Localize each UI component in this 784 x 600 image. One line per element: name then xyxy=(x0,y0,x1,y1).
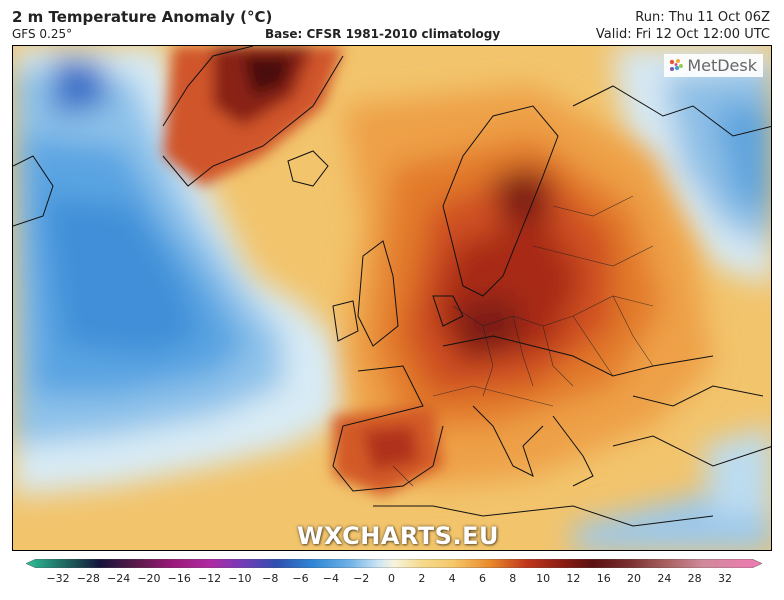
legend-tick-label: 10 xyxy=(536,572,551,585)
climatology-base-label: Base: CFSR 1981-2010 climatology xyxy=(265,27,501,41)
legend-tick-labels: −32 −28 −24 −20 −16 −12 −10 −8 −6 −4 −2 0 2 4 6 8 10 12 16… xyxy=(0,572,784,590)
legend-tick-label: 12 xyxy=(566,572,581,585)
legend-tick-label: −10 xyxy=(228,572,252,585)
legend-tick-label: 28 xyxy=(687,572,702,585)
legend-tick-label: 20 xyxy=(627,572,642,585)
legend-tick-label: −32 xyxy=(46,572,70,585)
legend-tick-label: 8 xyxy=(509,572,517,585)
metdesk-logo-icon xyxy=(670,58,684,71)
greenland-warm-anomaly xyxy=(163,46,343,186)
legend-tick-label: 4 xyxy=(448,572,456,585)
chart-title: 2 m Temperature Anomaly (°C) xyxy=(12,8,273,26)
european-warm-anomaly xyxy=(343,86,713,486)
legend-tick-label: −12 xyxy=(197,572,222,585)
legend-tick-label: −16 xyxy=(167,572,191,585)
legend-tick-label: 32 xyxy=(718,572,732,585)
eastern-cool-anomaly xyxy=(573,46,771,550)
metdesk-logo-text: MetDesk xyxy=(687,56,757,75)
legend-tick-label: 16 xyxy=(596,572,611,585)
legend-tick-label: −2 xyxy=(353,572,370,585)
legend-tick-label: −6 xyxy=(292,572,309,585)
wxcharts-watermark: WXCHARTS.EU xyxy=(297,522,499,550)
legend-tick-label: −4 xyxy=(322,572,339,585)
legend-tick-label: 6 xyxy=(478,572,486,585)
coastlines xyxy=(13,46,771,527)
legend-tick-label: −28 xyxy=(76,572,100,585)
legend-tick-label: −24 xyxy=(107,572,131,585)
legend-tick-label: 24 xyxy=(657,572,672,585)
metdesk-logo: MetDesk xyxy=(664,54,763,77)
legend-tick-label: −20 xyxy=(137,572,161,585)
temperature-anomaly-map: MetDesk WXCHARTS.EU xyxy=(12,45,772,551)
valid-time-label: Valid: Fri 12 Oct 12:00 UTC xyxy=(595,27,770,42)
iberia-warm-anomaly xyxy=(333,406,443,496)
legend-tick-label: 2 xyxy=(418,572,426,585)
atlantic-cold-anomaly xyxy=(13,46,343,496)
legend-tick-label: −8 xyxy=(262,572,279,585)
country-borders xyxy=(392,195,654,487)
legend-tick-label: 0 xyxy=(388,572,395,585)
map-canvas xyxy=(13,46,771,550)
model-label: GFS 0.25° xyxy=(12,27,73,41)
run-time-label: Run: Thu 11 Oct 06Z xyxy=(635,10,770,25)
legend-colorbar xyxy=(26,559,762,568)
